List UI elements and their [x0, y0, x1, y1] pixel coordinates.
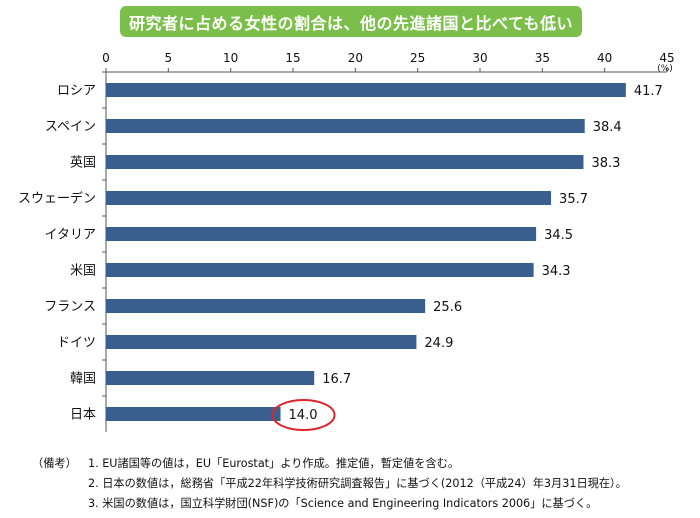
x-tick-label: 30 [472, 51, 487, 65]
category-label: 日本 [70, 408, 96, 423]
x-tick-label: 25 [410, 51, 425, 65]
x-tick-label: 40 [597, 51, 612, 65]
value-label: 34.3 [542, 264, 571, 279]
footnote-3: 3. 米国の数値は，国立科学財団(NSF)の「Science and Engin… [32, 494, 627, 514]
bar [106, 227, 537, 241]
x-tick-label: 0 [102, 51, 110, 65]
bar [106, 299, 426, 313]
highlight-circle [271, 399, 336, 431]
footnote-prefix: （備考） [32, 457, 77, 470]
x-tick-label: 20 [348, 51, 363, 65]
footnote-2: 2. 日本の数値は，総務省「平成22年科学技術研究調査報告」に基づく(2012（… [32, 474, 627, 494]
x-tick-label: 45 [659, 51, 674, 65]
bar [106, 191, 552, 205]
value-label: 16.7 [322, 372, 351, 387]
value-label: 34.5 [544, 228, 573, 243]
category-label: 英国 [70, 156, 96, 171]
x-tick-label: 35 [535, 51, 550, 65]
x-tick-label: 15 [285, 51, 300, 65]
category-label: フランス [44, 300, 96, 315]
category-label: ロシア [57, 84, 96, 99]
bar [106, 119, 585, 133]
category-label: 米国 [70, 264, 96, 279]
category-label: 韓国 [70, 372, 96, 387]
value-label: 38.4 [593, 120, 622, 135]
bar [106, 371, 315, 385]
value-label: 24.9 [424, 336, 453, 351]
footnote-text: 2. 日本の数値は，総務省「平成22年科学技術研究調査報告」に基づく(2012（… [88, 477, 627, 490]
footnote-text: 1. EU諸国等の値は，EU「Eurostat」より作成。推定値，暫定値を含む。 [88, 457, 460, 470]
category-label: イタリア [45, 228, 96, 243]
x-unit-label: (%) [657, 64, 673, 74]
value-label: 35.7 [559, 192, 588, 207]
x-tick-label: 5 [165, 51, 173, 65]
footnote-text: 3. 米国の数値は，国立科学財団(NSF)の「Science and Engin… [88, 497, 598, 510]
category-label: スペイン [45, 120, 96, 135]
bar-chart: 0 5 10 15 20 25 30 35 40 45(%) ロシア 41.7 スペイン 38.4 英国 38… [18, 51, 675, 432]
footnote-1: （備考） 1. EU諸国等の値は，EU「Eurostat」より作成。推定値，暫定… [32, 454, 627, 474]
bar [106, 83, 626, 97]
category-label: スウェーデン [18, 191, 96, 207]
chart-title: 研究者に占める女性の割合は、他の先進諸国と比べても低い [120, 6, 582, 37]
value-label: 38.3 [591, 156, 620, 171]
footnotes: （備考） 1. EU諸国等の値は，EU「Eurostat」より作成。推定値，暫定… [32, 454, 627, 514]
value-label: 41.7 [634, 84, 663, 99]
bar [106, 155, 584, 169]
category-label: ドイツ [57, 336, 96, 351]
bar [106, 335, 417, 349]
bar [106, 263, 534, 277]
value-label: 25.6 [433, 300, 462, 315]
x-tick-label: 10 [223, 51, 238, 65]
bar [106, 407, 281, 421]
value-label: 14.0 [289, 408, 318, 423]
